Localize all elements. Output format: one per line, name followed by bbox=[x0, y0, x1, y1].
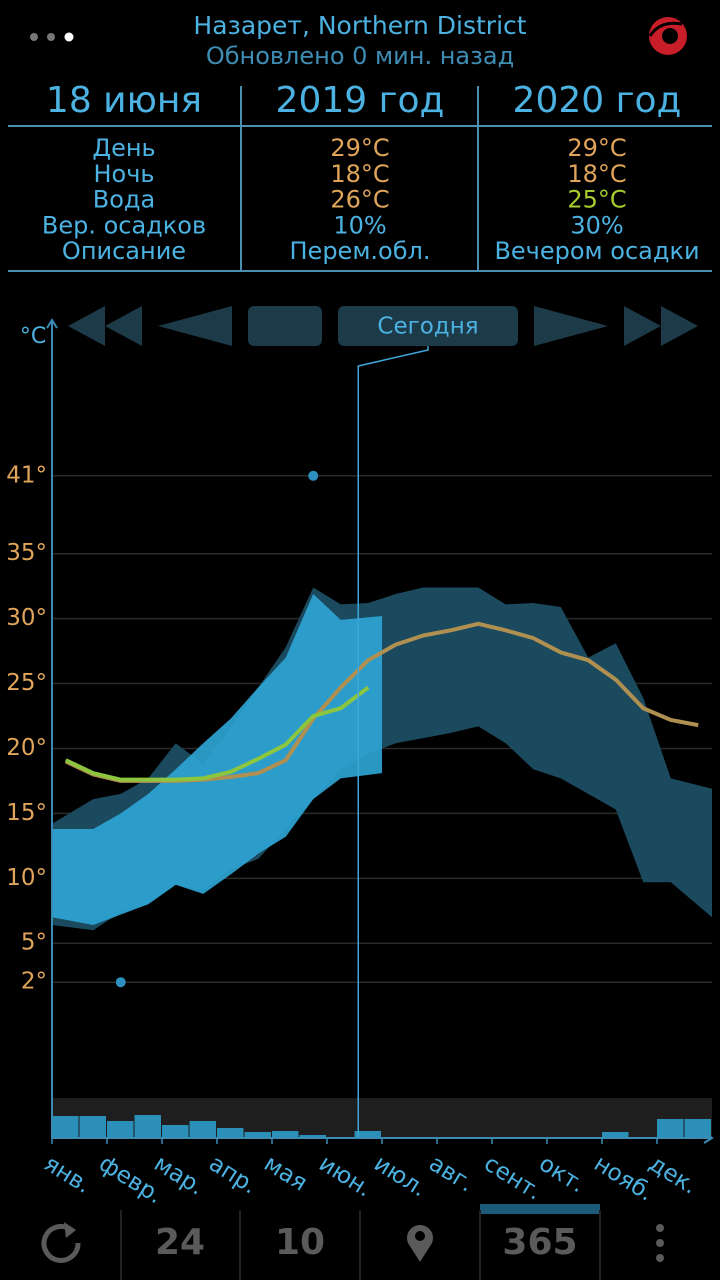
x-tick-label: мая bbox=[259, 1151, 311, 1197]
precipitation-bar bbox=[79, 1116, 106, 1138]
precipitation-bar bbox=[657, 1119, 684, 1138]
x-tick-label: июл. bbox=[369, 1151, 431, 1203]
today-label: Сегодня bbox=[377, 314, 478, 340]
precipitation-bar bbox=[299, 1135, 326, 1138]
y-tick-label: 35° bbox=[6, 540, 47, 566]
cell: Вечером осадки bbox=[494, 237, 699, 265]
page-dot bbox=[47, 33, 55, 41]
y-tick-label: 15° bbox=[6, 800, 47, 826]
tab-year[interactable]: 365 bbox=[502, 1222, 577, 1263]
x-tick-label: окт. bbox=[534, 1151, 589, 1199]
y-tick-label: 2° bbox=[21, 969, 47, 995]
page-dot-active bbox=[64, 32, 74, 42]
location-button[interactable] bbox=[407, 1225, 433, 1262]
column-header: 2019 год bbox=[276, 80, 445, 121]
x-tick-label: июн. bbox=[314, 1151, 376, 1203]
page-dot bbox=[30, 33, 38, 41]
cell: 18°C bbox=[567, 160, 626, 188]
cell: 29°C bbox=[567, 134, 626, 162]
bottom-bar: 24 10 365 bbox=[41, 1204, 664, 1280]
app-logo[interactable] bbox=[648, 17, 687, 55]
precipitation-bar bbox=[189, 1121, 216, 1138]
y-tick-label: 30° bbox=[6, 605, 47, 631]
precipitation-bar bbox=[107, 1121, 134, 1138]
nav-today[interactable] bbox=[338, 306, 518, 346]
extreme-point bbox=[115, 977, 126, 988]
location[interactable]: Назарет, Northern District bbox=[193, 11, 526, 40]
y-tick-label: 41° bbox=[6, 462, 47, 488]
x-tick-label: авг. bbox=[424, 1151, 478, 1198]
precipitation-bar bbox=[244, 1132, 271, 1138]
cell: 25°C bbox=[567, 186, 626, 214]
nav-back[interactable] bbox=[158, 306, 232, 346]
active-tab-indicator bbox=[480, 1204, 600, 1214]
row-label: Ночь bbox=[93, 160, 154, 188]
cell: 26°C bbox=[330, 186, 389, 214]
x-tick-label: сент. bbox=[479, 1151, 546, 1206]
menu-button[interactable] bbox=[656, 1224, 664, 1262]
column-header: 18 июня bbox=[46, 80, 202, 121]
x-tick-label: нояб. bbox=[589, 1151, 657, 1207]
precipitation-bar bbox=[272, 1131, 299, 1138]
extreme-point bbox=[308, 470, 319, 481]
tab-days[interactable]: 10 bbox=[275, 1222, 325, 1263]
precipitation-bar bbox=[52, 1116, 79, 1138]
nav-fast-back[interactable] bbox=[68, 306, 142, 346]
cell: 29°C bbox=[330, 134, 389, 162]
temperature-line bbox=[64, 685, 370, 782]
y-tick-label: 5° bbox=[21, 930, 47, 956]
cell: Перем.обл. bbox=[290, 237, 431, 265]
row-label: Вер. осадков bbox=[42, 211, 206, 239]
x-tick-label: февр. bbox=[94, 1151, 167, 1210]
column-header: 2020 год bbox=[513, 80, 682, 121]
precipitation-bar bbox=[162, 1125, 189, 1138]
y-unit: °C bbox=[20, 324, 46, 349]
x-tick-label: апр. bbox=[204, 1151, 261, 1200]
y-tick-label: 10° bbox=[6, 865, 47, 891]
x-tick-label: янв. bbox=[39, 1151, 95, 1199]
row-label: День bbox=[92, 134, 155, 162]
cell: 18°C bbox=[330, 160, 389, 188]
updated: Обновлено 0 мин. назад bbox=[206, 42, 514, 70]
temperature-band bbox=[52, 593, 382, 926]
cell: 10% bbox=[333, 211, 386, 239]
cell: 30% bbox=[570, 211, 623, 239]
summary-table: 18 июня 2019 год 2020 год День 29°C 29°C Ночь 1… bbox=[8, 80, 712, 272]
nav: Сегодня bbox=[68, 306, 698, 346]
refresh-button[interactable] bbox=[41, 1222, 81, 1263]
row-label: Описание bbox=[62, 237, 186, 265]
nav-fast-forward[interactable] bbox=[624, 306, 698, 346]
precipitation-bar bbox=[354, 1131, 381, 1138]
precipitation-bar bbox=[602, 1132, 629, 1138]
row-label: Вода bbox=[93, 186, 155, 214]
tab-hours[interactable]: 24 bbox=[155, 1222, 205, 1263]
y-tick-label: 25° bbox=[6, 670, 47, 696]
nav-forward[interactable] bbox=[534, 306, 608, 346]
today-marker bbox=[357, 346, 429, 1138]
y-tick-label: 20° bbox=[6, 735, 47, 761]
y-axis-arrow bbox=[46, 318, 58, 329]
precipitation-bar bbox=[134, 1115, 161, 1138]
x-axis-arrow bbox=[703, 1132, 714, 1144]
precipitation-bar bbox=[217, 1128, 244, 1138]
nav-blank[interactable] bbox=[248, 306, 322, 346]
